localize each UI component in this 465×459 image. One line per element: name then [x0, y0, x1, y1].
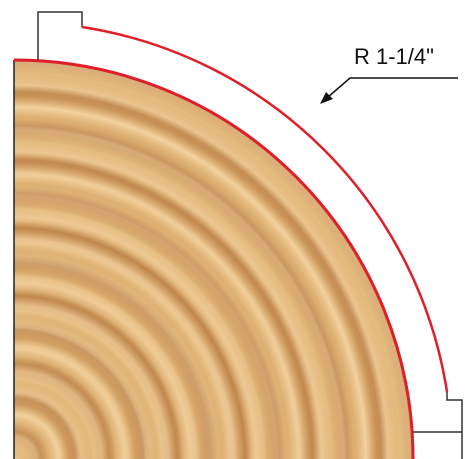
bit-bearing: [446, 392, 463, 459]
bit-cutter-edge: [81, 25, 449, 393]
cut-profile: [13, 58, 415, 459]
wood-grain: [14, 60, 413, 459]
leader-line: [327, 77, 458, 98]
leader-arrow: [320, 92, 333, 104]
radius-label: R 1-1/4": [354, 44, 434, 69]
bit-shank-step: [37, 11, 83, 60]
